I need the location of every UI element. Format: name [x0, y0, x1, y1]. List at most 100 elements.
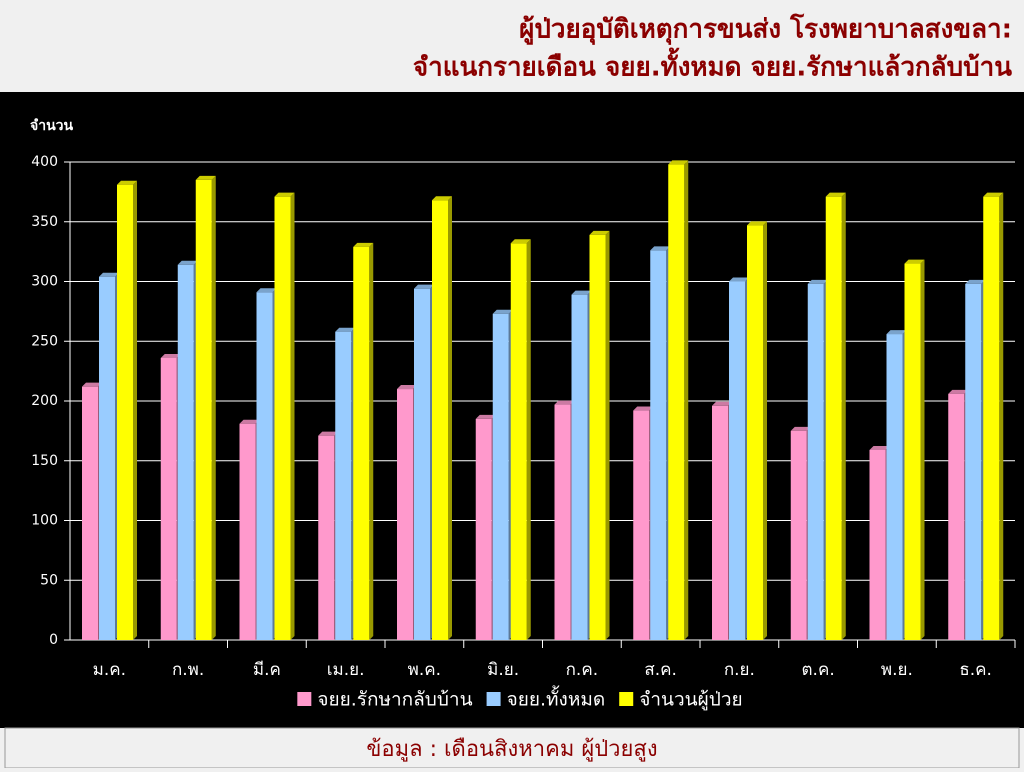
bar-front: [353, 246, 370, 640]
bar: [965, 279, 986, 640]
bar-top: [886, 330, 907, 335]
bar-front: [177, 264, 194, 640]
bar-front: [318, 435, 335, 640]
bar-top: [807, 279, 828, 284]
bar-front: [82, 386, 98, 640]
x-tick-label: ส.ค.: [644, 660, 677, 680]
bar-top: [571, 290, 592, 295]
legend-label: จำนวนผู้ป่วย: [639, 689, 742, 711]
y-axis-label: จำนวน: [30, 118, 73, 134]
bar-top: [965, 279, 986, 284]
bar-top: [256, 288, 277, 293]
x-tick-label: ก.พ.: [172, 660, 204, 680]
bar: [904, 259, 925, 640]
chart-title: ผู้ป่วยอุบัติเหตุการขนส่ง โรงพยาบาลสงขลา…: [519, 13, 1012, 46]
y-tick-label: 400: [31, 154, 58, 170]
bar-side: [448, 196, 452, 641]
bar-front: [117, 184, 133, 640]
bar-side: [684, 160, 689, 640]
y-tick-label: 150: [31, 453, 58, 469]
legend-swatch: [619, 692, 634, 706]
bar-top: [869, 445, 890, 450]
bar-front: [397, 389, 413, 640]
bar-front: [432, 200, 448, 641]
x-tick-label: ม.ค.: [93, 660, 126, 680]
bar: [571, 290, 592, 640]
bar-front: [650, 250, 667, 640]
legend-swatch: [486, 692, 501, 706]
bar: [825, 192, 846, 640]
bar-side: [211, 175, 216, 641]
y-tick-label: 100: [31, 513, 58, 529]
x-tick-label: ก.ค.: [566, 660, 598, 680]
footer-note: ข้อมูล : เดือนสิงหาคม ผู้ป่วยสูง: [366, 737, 657, 762]
bar-top: [414, 284, 434, 289]
bar-side: [999, 192, 1004, 640]
bar-top: [99, 272, 119, 277]
bar-front: [983, 196, 1000, 640]
bar-top: [904, 259, 925, 264]
y-tick-label: 250: [31, 333, 58, 349]
bar-top: [239, 419, 260, 424]
legend: จยย.รักษากลับบ้าน จยย.ทั้งหมด จำนวนผู้ป่วย: [297, 686, 743, 711]
bar-front: [747, 225, 763, 640]
legend-label: จยย.ทั้งหมด: [507, 686, 606, 711]
bar-front: [510, 243, 527, 640]
bar-top: [554, 400, 575, 405]
bar: [668, 160, 689, 640]
legend-label: จยย.รักษากลับบ้าน: [317, 689, 472, 711]
bar-top: [475, 414, 496, 419]
bar-top: [318, 431, 339, 436]
bar: [747, 221, 767, 640]
bar-top: [747, 221, 767, 226]
bar-top: [432, 196, 452, 201]
bar-front: [668, 164, 685, 640]
x-tick-label: เม.ย.: [327, 660, 365, 680]
bar-front: [99, 276, 115, 640]
bar-top: [983, 192, 1004, 197]
bar-top: [397, 385, 417, 390]
bar-front: [195, 179, 212, 641]
y-tick-label: 200: [31, 393, 58, 409]
plot: 0 50 100 150 200 250 300 350 400 ม.ค. ก.พ. มี.ค เม.ย…: [31, 154, 1016, 711]
bar-front: [492, 313, 509, 640]
bar-side: [841, 192, 846, 640]
bar-top: [117, 180, 137, 185]
bar: [589, 230, 610, 640]
bar-front: [256, 292, 273, 640]
bar-front: [571, 294, 588, 640]
bar-front: [274, 196, 291, 640]
bar: [117, 180, 137, 640]
x-tick-label: พ.ย.: [881, 660, 913, 680]
bar-top: [633, 406, 654, 411]
bar-front: [948, 393, 965, 640]
bar-top: [650, 246, 671, 251]
y-tick-label: 300: [31, 274, 58, 290]
x-tick-label: มิ.ย.: [487, 660, 519, 680]
x-tick-label: ต.ค.: [802, 660, 835, 680]
bar-top: [335, 327, 356, 332]
bar-side: [369, 242, 374, 640]
bar: [353, 242, 374, 640]
bar-front: [589, 234, 606, 640]
bar-top: [729, 277, 749, 282]
x-tick-label: ก.ย.: [724, 660, 755, 680]
bar: [414, 284, 434, 640]
bar-top: [790, 426, 811, 431]
bar-side: [526, 239, 531, 640]
bar-front: [633, 410, 650, 640]
legend-swatch: [297, 692, 312, 706]
bar: [983, 192, 1004, 640]
bar-top: [492, 309, 513, 314]
bar-top: [712, 401, 732, 406]
bar-front: [239, 423, 256, 640]
bar: [99, 272, 119, 640]
bar-top: [160, 353, 181, 358]
bar-top: [668, 160, 689, 165]
bar-top: [82, 382, 102, 387]
bar-top: [195, 175, 216, 180]
bar-front: [414, 288, 430, 640]
bar-front: [825, 196, 842, 640]
